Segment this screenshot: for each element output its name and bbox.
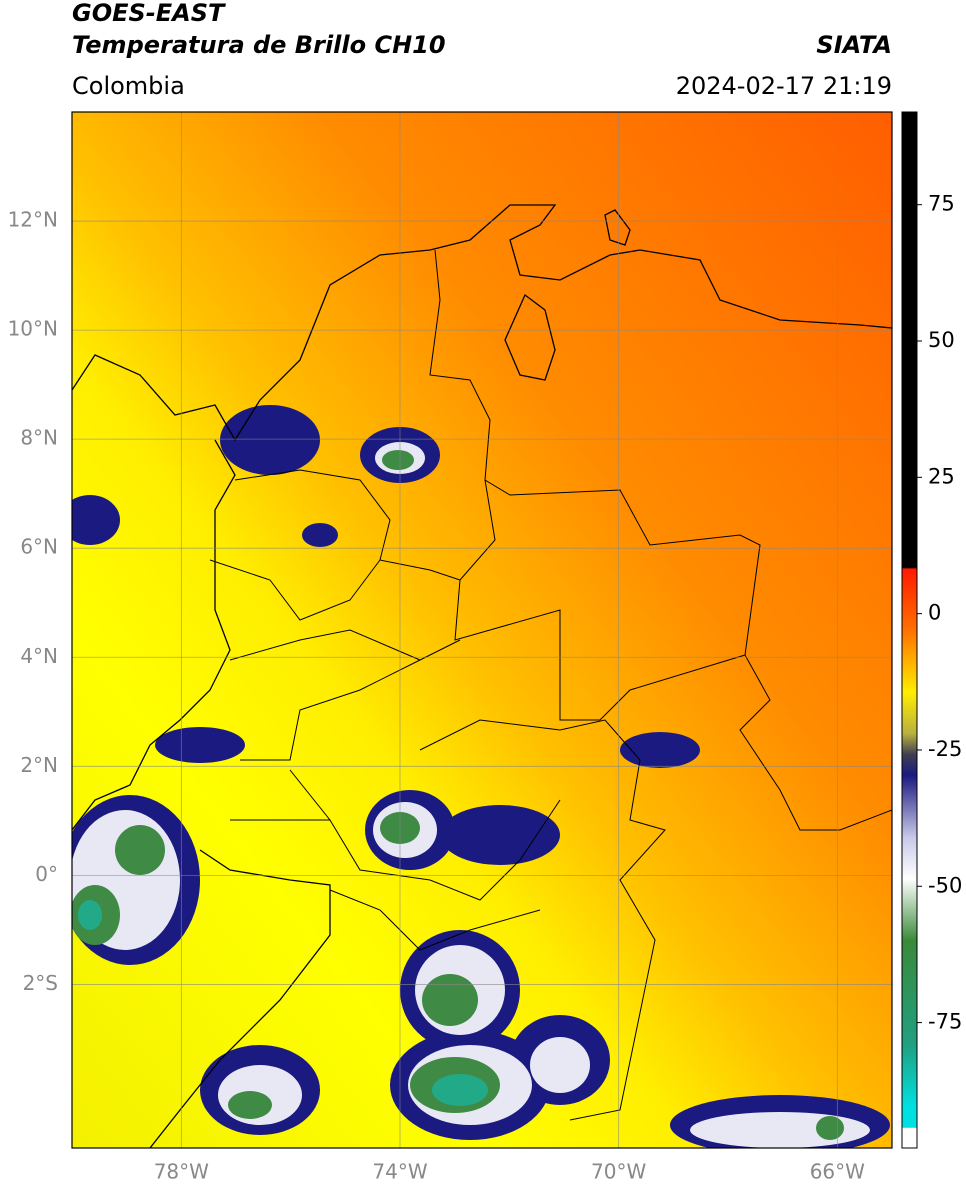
colorbar-tick-label: -50	[928, 873, 962, 897]
borders	[209, 249, 892, 1121]
y-tick-label: 10°N	[8, 317, 58, 341]
subtitle: Temperatura de Brillo CH10	[72, 31, 446, 59]
y-tick-label: 6°N	[20, 535, 58, 559]
y-tick-label: 0°	[35, 862, 58, 886]
coastlines	[72, 204, 892, 1148]
x-tick-label: 66°W	[810, 1160, 865, 1184]
datetime: 2024-02-17 21:19	[676, 72, 892, 100]
colorbar-tick-label: -75	[928, 1010, 962, 1034]
grid	[72, 112, 892, 1148]
colorbar	[901, 111, 918, 1149]
colorbar-tick-label: 50	[928, 328, 955, 352]
colorbar-tick-label: 0	[928, 601, 941, 625]
y-tick-label: 2°S	[23, 971, 58, 995]
map-image	[72, 112, 892, 1148]
y-tick-label: 2°N	[20, 753, 58, 777]
clouds	[72, 405, 890, 1148]
y-tick-label: 4°N	[20, 644, 58, 668]
region: Colombia	[72, 72, 185, 100]
y-tick-label: 12°N	[8, 208, 58, 232]
x-tick-label: 70°W	[591, 1160, 646, 1184]
colorbar-tick-label: 75	[928, 192, 955, 216]
colorbar-tick-label: 25	[928, 464, 955, 488]
x-tick-label: 78°W	[154, 1160, 209, 1184]
x-tick-label: 74°W	[372, 1160, 427, 1184]
colorbar-tick-label: -25	[928, 737, 962, 761]
map-frame	[71, 111, 893, 1149]
y-tick-label: 8°N	[20, 426, 58, 450]
title: GOES-EAST	[72, 0, 226, 27]
source: SIATA	[816, 31, 892, 59]
